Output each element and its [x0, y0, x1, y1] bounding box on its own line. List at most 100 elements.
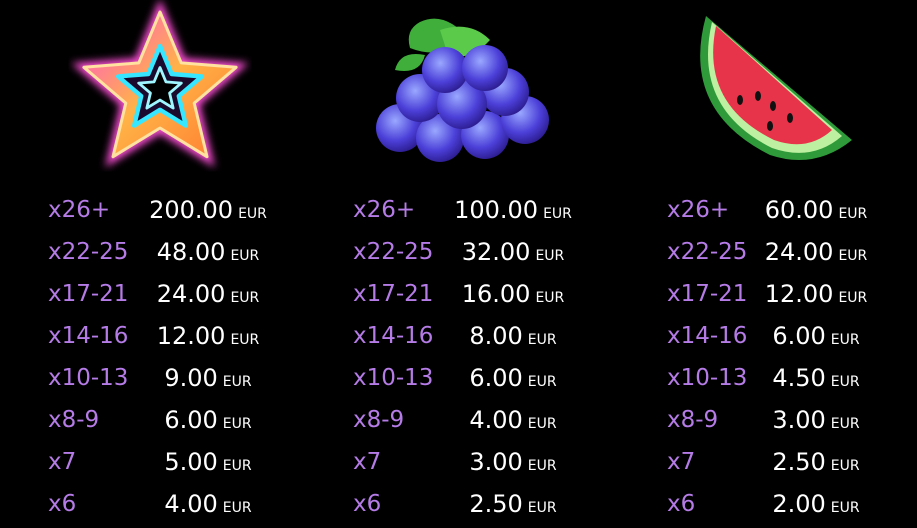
- payout-amount: 32.00: [461, 238, 531, 266]
- currency: EUR: [535, 290, 565, 306]
- currency: EUR: [838, 290, 868, 306]
- payout-amount: 12.00: [156, 322, 226, 350]
- grapes-icon: [376, 18, 549, 162]
- currency: EUR: [527, 500, 557, 516]
- payout-amount: 200.00: [149, 196, 234, 224]
- payout: 24.00 EUR: [128, 279, 288, 313]
- payout-amount: 2.50: [772, 448, 826, 476]
- payout: 100.00 EUR: [433, 195, 593, 229]
- payout: 3.00 EUR: [736, 405, 896, 439]
- payout: 24.00 EUR: [736, 237, 896, 271]
- payout: 9.00 EUR: [128, 363, 288, 397]
- payout: 48.00 EUR: [128, 237, 288, 271]
- payout-amount: 6.00: [469, 364, 523, 392]
- currency: EUR: [535, 248, 565, 264]
- payout-amount: 4.00: [469, 406, 523, 434]
- payout: 200.00 EUR: [128, 195, 288, 229]
- payout-amount: 24.00: [764, 238, 834, 266]
- payout: 6.00 EUR: [433, 363, 593, 397]
- currency: EUR: [527, 332, 557, 348]
- win-count: x17-21: [667, 281, 748, 307]
- payout: 5.00 EUR: [128, 447, 288, 481]
- star-icon: [71, 0, 249, 168]
- currency: EUR: [830, 458, 860, 474]
- win-count: x7: [353, 449, 382, 475]
- payout: 32.00 EUR: [433, 237, 593, 271]
- payout: 4.00 EUR: [128, 489, 288, 523]
- payout: 6.00 EUR: [736, 321, 896, 355]
- win-count: x14-16: [667, 323, 748, 349]
- payout-amount: 5.00: [164, 448, 218, 476]
- win-count: x8-9: [353, 407, 405, 433]
- payout: 4.50 EUR: [736, 363, 896, 397]
- payout-amount: 16.00: [461, 280, 531, 308]
- win-count: x10-13: [353, 365, 434, 391]
- currency: EUR: [838, 206, 868, 222]
- win-count: x14-16: [48, 323, 129, 349]
- win-count: x7: [667, 449, 696, 475]
- currency: EUR: [527, 374, 557, 390]
- currency: EUR: [222, 374, 252, 390]
- currency: EUR: [230, 290, 260, 306]
- win-count: x6: [667, 491, 696, 517]
- win-count: x6: [353, 491, 382, 517]
- currency: EUR: [543, 206, 572, 222]
- payout: 8.00 EUR: [433, 321, 593, 355]
- payout: 16.00 EUR: [433, 279, 593, 313]
- win-count: x26+: [353, 197, 416, 223]
- currency: EUR: [830, 374, 860, 390]
- symbol-icons: [71, 0, 852, 168]
- payout-amount: 12.00: [764, 280, 834, 308]
- payout-amount: 6.00: [164, 406, 218, 434]
- payout-amount: 8.00: [469, 322, 523, 350]
- payout-amount: 4.50: [772, 364, 826, 392]
- win-count: x10-13: [48, 365, 129, 391]
- payout: 3.00 EUR: [433, 447, 593, 481]
- currency: EUR: [527, 458, 557, 474]
- currency: EUR: [222, 458, 252, 474]
- win-count: x6: [48, 491, 77, 517]
- currency: EUR: [527, 416, 557, 432]
- win-count: x17-21: [48, 281, 129, 307]
- payout: 2.00 EUR: [736, 489, 896, 523]
- win-count: x14-16: [353, 323, 434, 349]
- payout-amount: 60.00: [764, 196, 834, 224]
- win-count: x7: [48, 449, 77, 475]
- payout-amount: 2.00: [772, 490, 826, 518]
- payout-amount: 2.50: [469, 490, 523, 518]
- payout: 2.50 EUR: [433, 489, 593, 523]
- payout-amount: 100.00: [454, 196, 539, 224]
- payout: 2.50 EUR: [736, 447, 896, 481]
- payout-amount: 24.00: [156, 280, 226, 308]
- win-count: x8-9: [667, 407, 719, 433]
- payout-amount: 3.00: [469, 448, 523, 476]
- payout: 4.00 EUR: [433, 405, 593, 439]
- currency: EUR: [230, 332, 260, 348]
- currency: EUR: [222, 500, 252, 516]
- currency: EUR: [830, 332, 860, 348]
- win-count: x8-9: [48, 407, 100, 433]
- payout: 12.00 EUR: [736, 279, 896, 313]
- currency: EUR: [830, 416, 860, 432]
- payout-amount: 3.00: [772, 406, 826, 434]
- currency: EUR: [238, 206, 267, 222]
- payout: 6.00 EUR: [128, 405, 288, 439]
- win-count: x10-13: [667, 365, 748, 391]
- win-count: x26+: [667, 197, 730, 223]
- currency: EUR: [230, 248, 260, 264]
- win-count: x22-25: [353, 239, 434, 265]
- payout-amount: 48.00: [156, 238, 226, 266]
- currency: EUR: [830, 500, 860, 516]
- currency: EUR: [838, 248, 868, 264]
- win-count: x17-21: [353, 281, 434, 307]
- payout: 12.00 EUR: [128, 321, 288, 355]
- win-count: x22-25: [48, 239, 129, 265]
- win-count: x26+: [48, 197, 111, 223]
- payout: 60.00 EUR: [736, 195, 896, 229]
- currency: EUR: [222, 416, 252, 432]
- payout-amount: 6.00: [772, 322, 826, 350]
- payout-amount: 4.00: [164, 490, 218, 518]
- watermelon-icon: [700, 16, 852, 160]
- win-count: x22-25: [667, 239, 748, 265]
